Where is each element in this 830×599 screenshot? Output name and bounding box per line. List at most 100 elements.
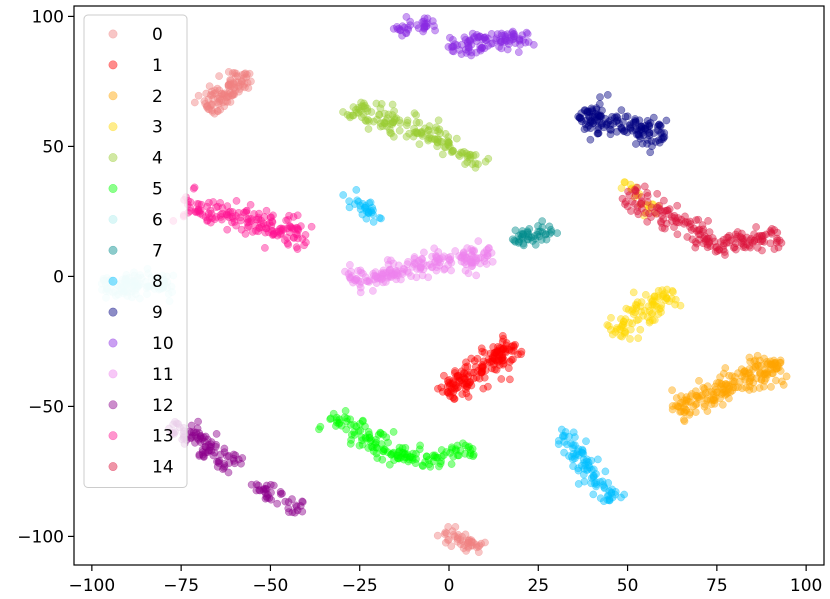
data-point bbox=[192, 428, 200, 437]
data-point bbox=[498, 354, 507, 362]
data-point bbox=[760, 231, 768, 240]
data-point bbox=[679, 415, 688, 424]
data-point bbox=[740, 367, 749, 375]
data-point bbox=[507, 347, 516, 355]
data-point bbox=[492, 36, 500, 44]
data-point bbox=[381, 445, 389, 454]
data-point bbox=[424, 126, 433, 135]
data-point bbox=[197, 200, 206, 209]
data-point bbox=[620, 329, 629, 338]
data-point bbox=[354, 197, 363, 206]
data-point bbox=[553, 229, 562, 237]
data-point bbox=[347, 436, 355, 444]
data-point bbox=[359, 110, 368, 119]
data-point bbox=[481, 36, 490, 45]
x-tick-label: −25 bbox=[342, 576, 378, 596]
data-point bbox=[367, 108, 376, 116]
data-point bbox=[458, 390, 467, 398]
data-point bbox=[608, 112, 616, 121]
data-point bbox=[361, 433, 370, 442]
data-point bbox=[406, 17, 415, 26]
data-point bbox=[212, 203, 221, 212]
data-point bbox=[340, 413, 349, 422]
data-point bbox=[675, 218, 683, 227]
data-point bbox=[728, 379, 737, 388]
data-point bbox=[444, 535, 453, 544]
data-point bbox=[437, 446, 446, 454]
data-point bbox=[387, 273, 395, 282]
data-point bbox=[466, 153, 475, 162]
data-point bbox=[376, 428, 385, 437]
legend-marker-12 bbox=[108, 400, 118, 410]
data-point bbox=[414, 24, 423, 33]
data-point bbox=[636, 325, 645, 334]
data-point bbox=[737, 234, 746, 242]
data-point bbox=[420, 14, 429, 23]
data-point bbox=[586, 135, 595, 144]
data-point bbox=[218, 465, 227, 473]
data-point bbox=[372, 443, 381, 452]
data-point bbox=[629, 288, 638, 297]
data-point bbox=[205, 105, 214, 114]
data-point bbox=[478, 35, 487, 44]
data-point bbox=[195, 450, 204, 459]
data-point bbox=[770, 226, 779, 234]
data-point bbox=[665, 205, 674, 213]
data-point bbox=[339, 108, 347, 116]
data-point bbox=[493, 30, 502, 38]
data-point bbox=[519, 239, 528, 248]
data-point bbox=[699, 225, 708, 234]
data-point bbox=[425, 460, 433, 469]
data-point bbox=[634, 210, 643, 219]
data-point bbox=[462, 370, 471, 378]
data-point bbox=[583, 455, 591, 464]
data-point bbox=[617, 493, 625, 502]
data-point bbox=[691, 408, 700, 416]
data-point bbox=[477, 363, 486, 371]
data-point bbox=[487, 30, 496, 38]
data-point bbox=[636, 302, 645, 311]
data-point bbox=[190, 98, 199, 107]
data-point bbox=[343, 414, 351, 423]
data-point bbox=[668, 402, 677, 410]
data-point bbox=[379, 278, 387, 287]
data-point bbox=[745, 365, 754, 373]
data-point bbox=[207, 438, 216, 446]
data-point bbox=[460, 255, 469, 263]
data-point bbox=[506, 375, 514, 384]
x-tick-label: −50 bbox=[252, 576, 288, 596]
data-point bbox=[467, 368, 475, 377]
data-point bbox=[415, 118, 424, 127]
data-point bbox=[479, 384, 488, 393]
data-point bbox=[350, 428, 358, 436]
data-point bbox=[371, 272, 380, 281]
data-point bbox=[194, 417, 202, 426]
data-point bbox=[617, 322, 626, 331]
data-point bbox=[285, 508, 293, 516]
data-point bbox=[487, 364, 496, 373]
data-point bbox=[472, 271, 481, 280]
data-point bbox=[509, 30, 518, 39]
data-point bbox=[221, 97, 230, 106]
data-point bbox=[240, 208, 248, 217]
data-point bbox=[447, 266, 455, 275]
data-point bbox=[355, 441, 364, 450]
data-point bbox=[447, 542, 456, 551]
data-point bbox=[756, 370, 764, 378]
series-4 bbox=[339, 98, 493, 172]
series-10 bbox=[389, 13, 538, 60]
data-point bbox=[628, 197, 636, 206]
data-point bbox=[470, 34, 478, 42]
data-point bbox=[420, 248, 428, 257]
data-point bbox=[722, 380, 730, 388]
data-point bbox=[622, 304, 631, 313]
data-point bbox=[354, 427, 363, 435]
data-point bbox=[376, 104, 385, 113]
data-point bbox=[428, 263, 436, 272]
data-point bbox=[365, 430, 374, 439]
data-point bbox=[488, 39, 497, 48]
data-point bbox=[403, 116, 412, 125]
data-point bbox=[474, 548, 483, 557]
data-point bbox=[653, 189, 662, 198]
data-point bbox=[451, 523, 460, 531]
